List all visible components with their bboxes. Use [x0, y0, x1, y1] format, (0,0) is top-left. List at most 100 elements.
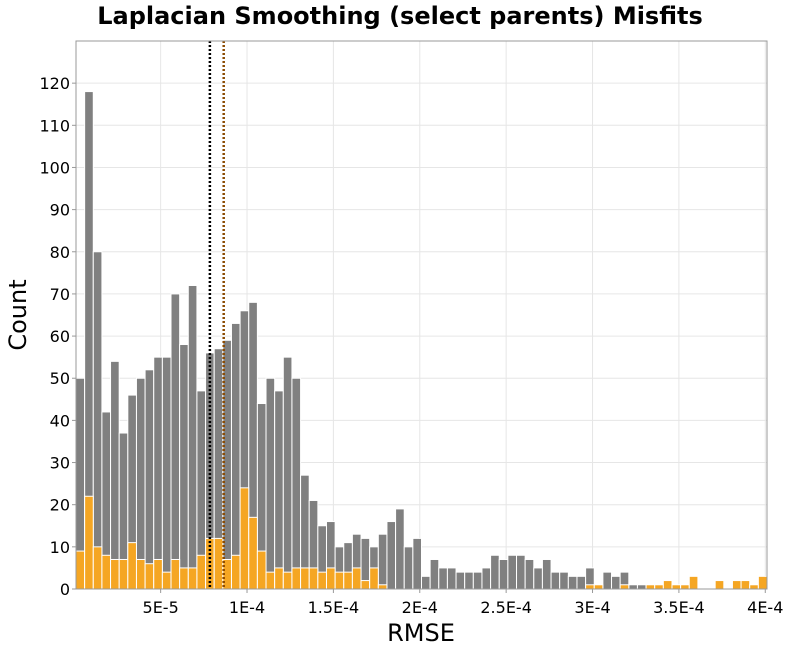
histogram-bar-series-1: [170, 293, 181, 590]
histogram-bar-series-1: [265, 377, 276, 590]
histogram-bar-series-1: [611, 575, 621, 590]
x-tick-label: 2E-4: [402, 598, 438, 617]
histogram-bar-series-2: [619, 584, 630, 590]
histogram-bar-series-1: [135, 377, 146, 590]
histogram-bar-series-2: [714, 580, 725, 590]
histogram-bar-series-2: [731, 580, 742, 590]
x-tick-label: 2.5E-4: [480, 598, 532, 617]
histogram-bar-series-1: [377, 533, 388, 590]
histogram-bar-series-2: [317, 571, 327, 590]
histogram-bar-series-1: [576, 575, 587, 590]
y-tick-label: 120: [39, 74, 70, 93]
x-tick-label: 1.5E-4: [308, 598, 360, 617]
histogram-bar-series-2: [196, 554, 207, 590]
histogram-bar-series-1: [282, 356, 293, 590]
histogram-bar-series-1: [403, 546, 414, 590]
histogram-bar-series-1: [395, 508, 405, 590]
x-tick-label: 3.5E-4: [653, 598, 705, 617]
histogram-bar-series-1: [421, 575, 431, 590]
bars: [75, 91, 768, 590]
histogram-bar-series-1: [550, 571, 561, 590]
histogram-bar-series-2: [84, 495, 94, 590]
histogram-bar-series-1: [559, 571, 569, 590]
histogram-bar-series-1: [541, 558, 552, 590]
histogram-bar-series-1: [533, 567, 543, 590]
histogram-bar-series-1: [567, 575, 578, 590]
histogram-bar-series-2: [680, 584, 690, 590]
histogram-bar-series-2: [334, 571, 345, 590]
histogram-bar-series-2: [256, 550, 267, 590]
y-tick-label: 100: [39, 158, 70, 177]
histogram-bar-series-1: [490, 554, 500, 590]
histogram-bar-series-1: [92, 251, 103, 590]
histogram-bar-series-2: [671, 584, 682, 590]
y-tick-label: 50: [50, 369, 70, 388]
histogram-bar-series-1: [464, 571, 474, 590]
histogram-bar-series-1: [498, 558, 509, 590]
histogram-bar-series-2: [110, 558, 120, 590]
histogram-bar-series-2: [161, 571, 172, 590]
histogram-bar-series-2: [75, 550, 86, 590]
y-tick-label: 110: [39, 116, 70, 135]
y-tick-label: 90: [50, 201, 70, 220]
x-axis-label: RMSE: [387, 619, 455, 647]
y-tick-label: 0: [60, 580, 70, 599]
histogram-bar-series-2: [377, 584, 388, 590]
histogram-bar-series-2: [135, 558, 146, 590]
histogram-bar-series-2: [645, 584, 656, 590]
histogram-bar-series-2: [127, 542, 137, 590]
histogram-bar-series-1: [153, 356, 163, 590]
histogram-bar-series-2: [662, 580, 673, 590]
histogram-bar-series-1: [274, 390, 284, 590]
histogram-bar-series-1: [446, 567, 457, 590]
y-tick-label: 20: [50, 496, 70, 515]
histogram-bar-series-2: [360, 580, 371, 590]
y-tick-label: 80: [50, 243, 70, 262]
histogram-bar-series-2: [179, 567, 189, 590]
histogram-bar-series-2: [239, 487, 250, 590]
histogram-bar-series-2: [265, 571, 276, 590]
histogram-bar-series-1: [516, 554, 526, 590]
histogram-bar-series-2: [101, 554, 112, 590]
reference-lines: [208, 41, 225, 589]
chart-title: Laplacian Smoothing (select parents) Mis…: [97, 2, 703, 30]
histogram-bar-series-1: [187, 284, 198, 590]
histogram-bar-series-1: [110, 360, 120, 590]
histogram-bar-series-1: [507, 554, 518, 590]
histogram-bar-series-2: [369, 567, 379, 590]
histogram-bar-series-2: [118, 558, 129, 590]
x-tick-label: 1E-4: [229, 598, 265, 617]
histogram-bar-series-1: [144, 369, 155, 590]
histogram-bar-series-2: [92, 546, 103, 590]
histogram-bar-series-1: [179, 344, 189, 590]
y-tick-label: 10: [50, 538, 70, 557]
histogram-bar-series-1: [636, 584, 647, 590]
y-axis-ticks: 0 10 20 30 40 50 60 70 80 90 100 110 120: [39, 74, 76, 599]
histogram-bar-series-2: [187, 567, 198, 590]
histogram-bar-series-2: [230, 554, 241, 590]
histogram-bar-series-2: [153, 558, 163, 590]
x-axis-ticks: 5E-5 1E-4 1.5E-4 2E-4 2.5E-4 3E-4 3.5E-4 4E-4: [143, 589, 783, 617]
histogram-bar-series-2: [274, 567, 284, 590]
histogram-bar-series-2: [170, 558, 181, 590]
histogram-bar-series-2: [688, 575, 699, 590]
histogram-bar-series-2: [585, 584, 595, 590]
histogram-bar-series-2: [654, 584, 664, 590]
plot-frame: [75, 40, 768, 590]
histogram-bar-series-2: [351, 567, 362, 590]
histogram-bar-series-1: [455, 571, 466, 590]
histogram-bar-series-2: [291, 567, 302, 590]
y-axis-label: Count: [4, 279, 32, 350]
histogram-bar-series-2: [248, 516, 258, 590]
histogram-bar-series-2: [213, 537, 224, 590]
histogram-bar-series-2: [282, 571, 293, 590]
x-tick-label: 5E-5: [143, 598, 179, 617]
histogram-bar-series-2: [740, 580, 751, 590]
histogram-bar-series-1: [230, 322, 241, 590]
histogram-bar-series-1: [291, 377, 302, 590]
histogram-bar-series-2: [144, 563, 155, 590]
histogram-bar-series-1: [161, 356, 172, 590]
histogram-bar-series-1: [429, 558, 440, 590]
